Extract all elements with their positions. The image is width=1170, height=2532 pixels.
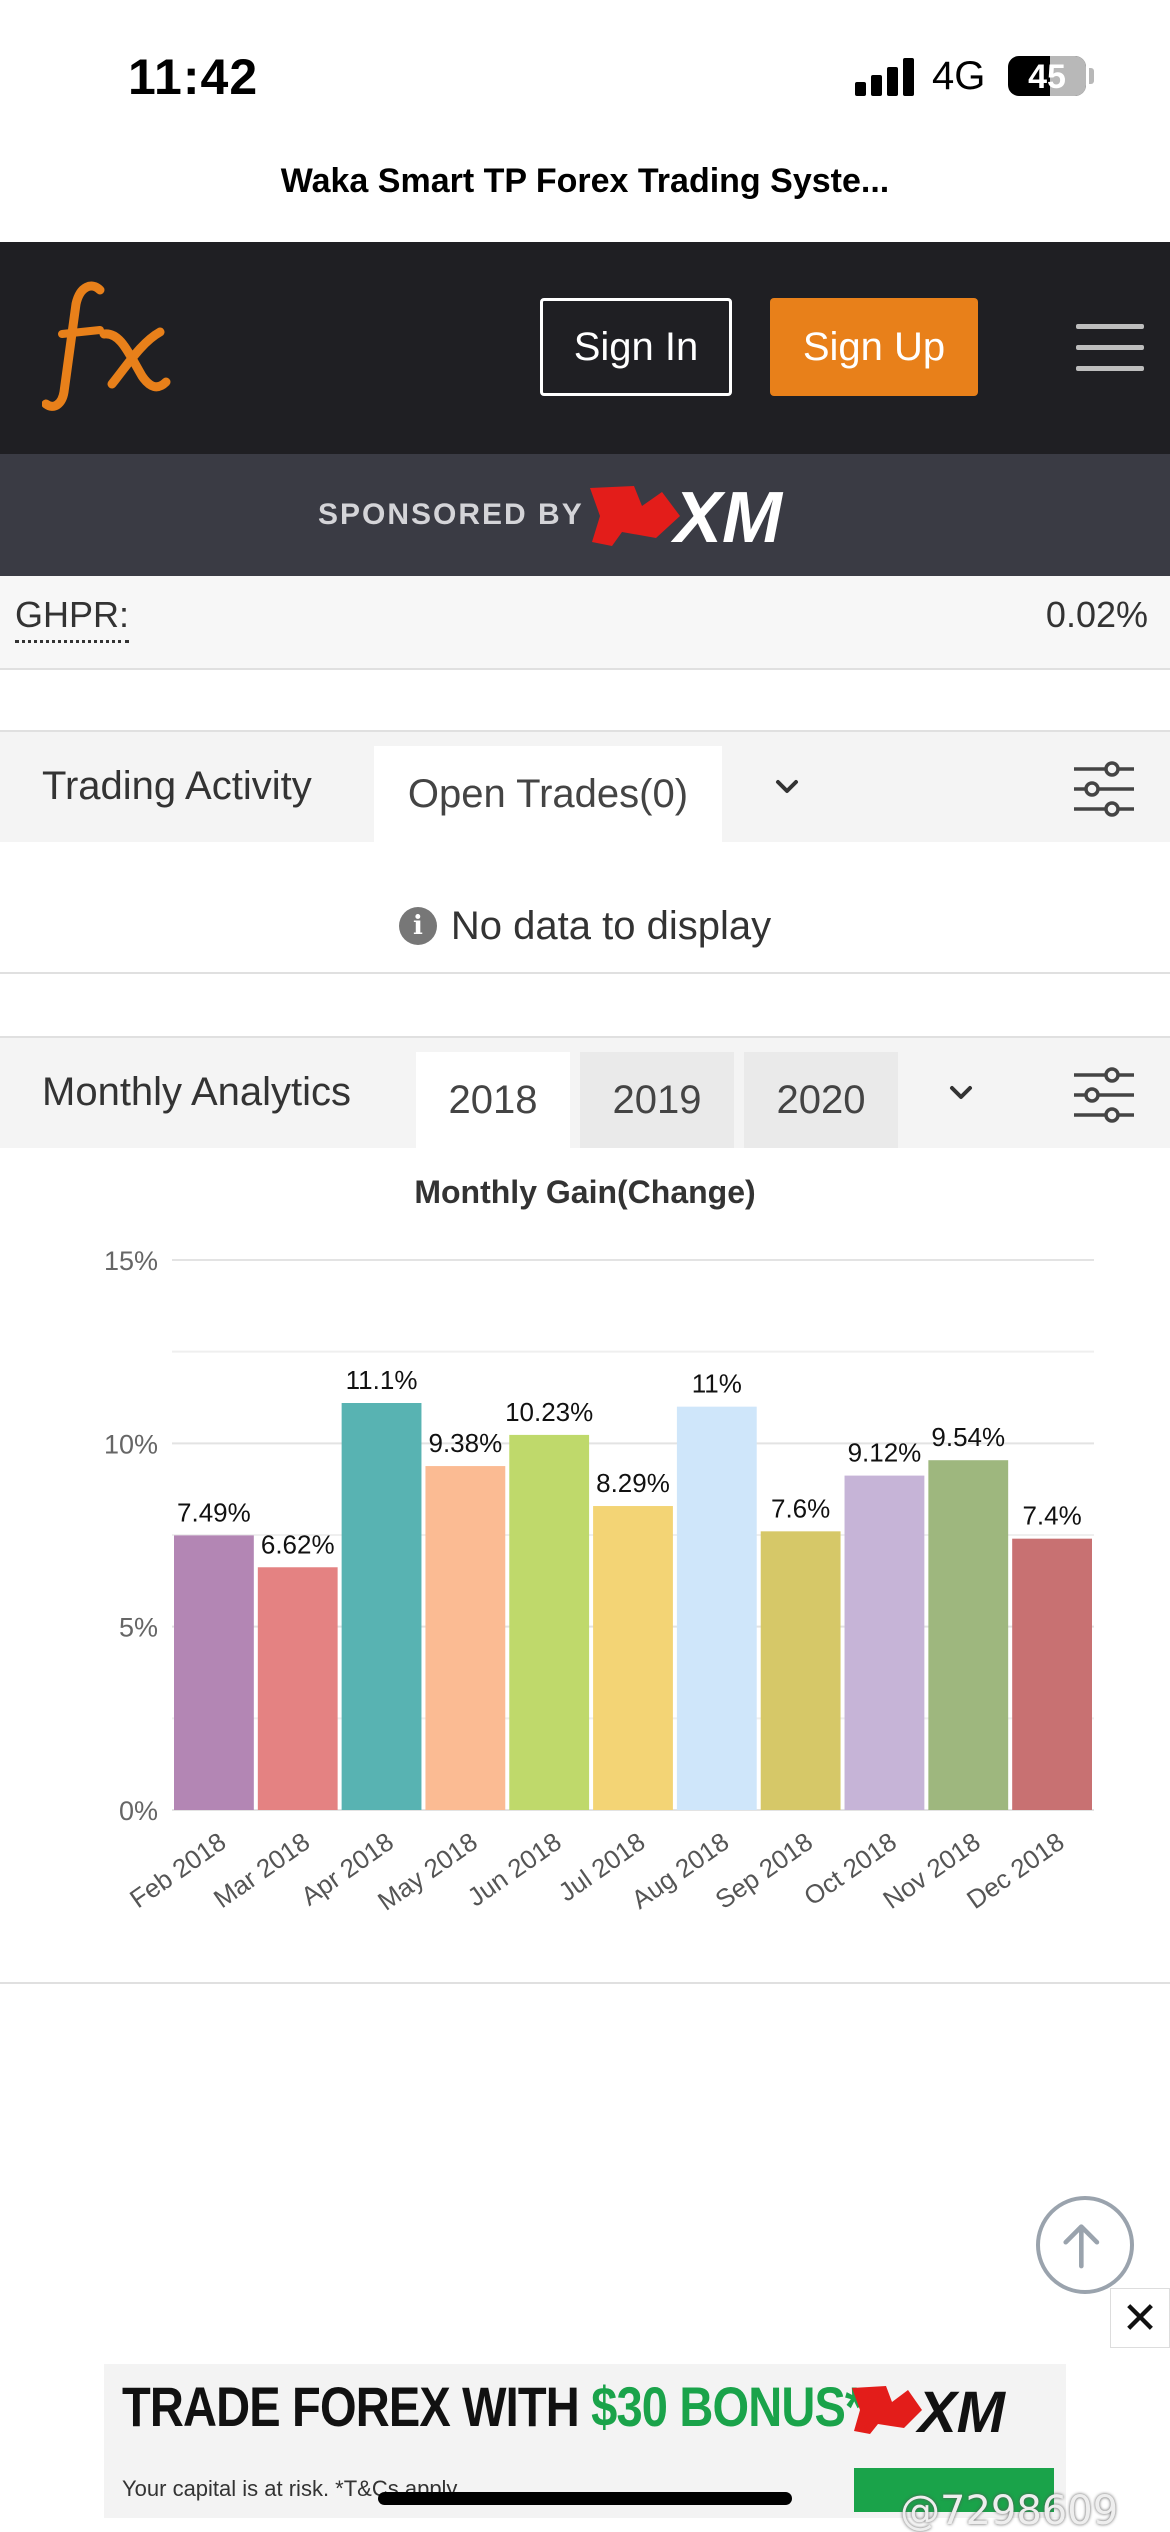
status-time: 11:42 — [128, 49, 259, 105]
bar — [341, 1403, 422, 1810]
bar-value-label: 11.1% — [346, 1365, 418, 1395]
network-type: 4G — [932, 54, 986, 98]
close-ad-button[interactable]: ✕ — [1110, 2288, 1170, 2348]
tab-year-2018[interactable]: 2018 — [416, 1052, 570, 1148]
bar-value-label: 9.12% — [848, 1438, 922, 1468]
bar-value-label: 11% — [692, 1369, 742, 1399]
bar — [676, 1406, 757, 1810]
section-divider — [0, 1982, 1170, 1984]
trading-activity-title: Trading Activity — [42, 764, 312, 808]
x-tick-label: Mar 2018 — [208, 1826, 315, 1914]
monthly-analytics-header: Monthly Analytics 2018 2019 2020 — [0, 1038, 1170, 1148]
cellular-signal-icon — [855, 58, 915, 96]
ghpr-row: GHPR: 0.02% — [0, 576, 1170, 670]
tab-year-2019[interactable]: 2019 — [580, 1052, 734, 1148]
bar — [760, 1531, 841, 1810]
bar-value-label: 7.4% — [1022, 1501, 1081, 1531]
ad-banner[interactable]: TRADE FOREX WITH $30 BONUS* Your capital… — [104, 2364, 1066, 2518]
tab-year-2020[interactable]: 2020 — [744, 1052, 898, 1148]
chevron-down-icon[interactable] — [772, 772, 802, 802]
x-tick-label: Jun 2018 — [462, 1826, 567, 1912]
sign-in-button[interactable]: Sign In — [540, 298, 732, 396]
bar — [844, 1475, 925, 1810]
bar-value-label: 9.54% — [931, 1422, 1005, 1452]
info-icon: i — [398, 907, 437, 945]
filter-settings-icon[interactable] — [1072, 760, 1134, 818]
section-divider — [0, 730, 1170, 732]
ad-headline: TRADE FOREX WITH $30 BONUS* — [122, 2374, 863, 2439]
ad-headline-text: TRADE FOREX WITH — [122, 2375, 592, 2438]
battery-icon: 45 — [1008, 56, 1086, 96]
bar — [1012, 1538, 1092, 1810]
bar-value-label: 7.49% — [177, 1497, 251, 1527]
ghpr-label[interactable]: GHPR: — [15, 594, 130, 643]
bar — [928, 1460, 1009, 1810]
xm-logo: XM — [590, 478, 784, 556]
no-data-message: i No data to display — [0, 880, 1170, 972]
no-data-text: No data to display — [450, 903, 772, 948]
y-tick-label: 15% — [104, 1246, 158, 1276]
battery-level: 45 — [1028, 58, 1066, 96]
sponsor-label: SPONSORED BY — [318, 498, 584, 531]
bar — [593, 1506, 673, 1810]
chevron-down-icon[interactable] — [946, 1078, 976, 1108]
tab-open-trades[interactable]: Open Trades(0) — [374, 746, 722, 842]
browser-page-title: Waka Smart TP Forex Trading Syste... — [280, 162, 890, 200]
y-tick-label: 0% — [119, 1796, 158, 1826]
battery-tip — [1089, 68, 1094, 84]
hamburger-menu-icon[interactable] — [1076, 324, 1144, 372]
bar — [425, 1466, 506, 1810]
bar — [257, 1567, 338, 1810]
fx-logo[interactable] — [42, 272, 182, 422]
sponsor-bar[interactable]: SPONSORED BY XM — [0, 454, 1170, 576]
bar-value-label: 9.38% — [428, 1428, 502, 1458]
bar-value-label: 6.62% — [261, 1529, 335, 1559]
bar-value-label: 8.29% — [596, 1468, 670, 1498]
section-divider — [0, 972, 1170, 974]
xm-logo-text: XM — [670, 478, 784, 556]
sign-up-button[interactable]: Sign Up — [770, 298, 978, 396]
bar — [174, 1535, 254, 1810]
ad-bonus-text: $30 BONUS* — [591, 2375, 863, 2438]
trading-activity-header: Trading Activity Open Trades(0) — [0, 732, 1170, 842]
bar — [509, 1434, 590, 1810]
ad-xm-logo-text: XM — [915, 2380, 1007, 2442]
ad-xm-logo: XM — [852, 2380, 1007, 2442]
y-tick-label: 5% — [119, 1613, 158, 1643]
site-header: Sign In Sign Up — [0, 242, 1170, 454]
section-divider — [0, 1036, 1170, 1038]
back-to-top-icon[interactable] — [1036, 2196, 1134, 2294]
y-tick-label: 10% — [104, 1429, 158, 1459]
ad-cta-button[interactable] — [854, 2468, 1054, 2512]
bar-value-label: 10.23% — [505, 1397, 593, 1427]
bar-value-label: 7.6% — [771, 1493, 830, 1523]
ghpr-value: 0.02% — [1045, 594, 1148, 635]
filter-settings-icon[interactable] — [1072, 1066, 1134, 1124]
monthly-analytics-title: Monthly Analytics — [42, 1070, 352, 1114]
status-bar: 11:42 4G 45 — [0, 0, 1170, 150]
chart-title: Monthly Gain(Change) — [414, 1174, 756, 1210]
home-indicator — [378, 2492, 792, 2505]
watermark: @7298609 — [900, 2488, 1119, 2532]
